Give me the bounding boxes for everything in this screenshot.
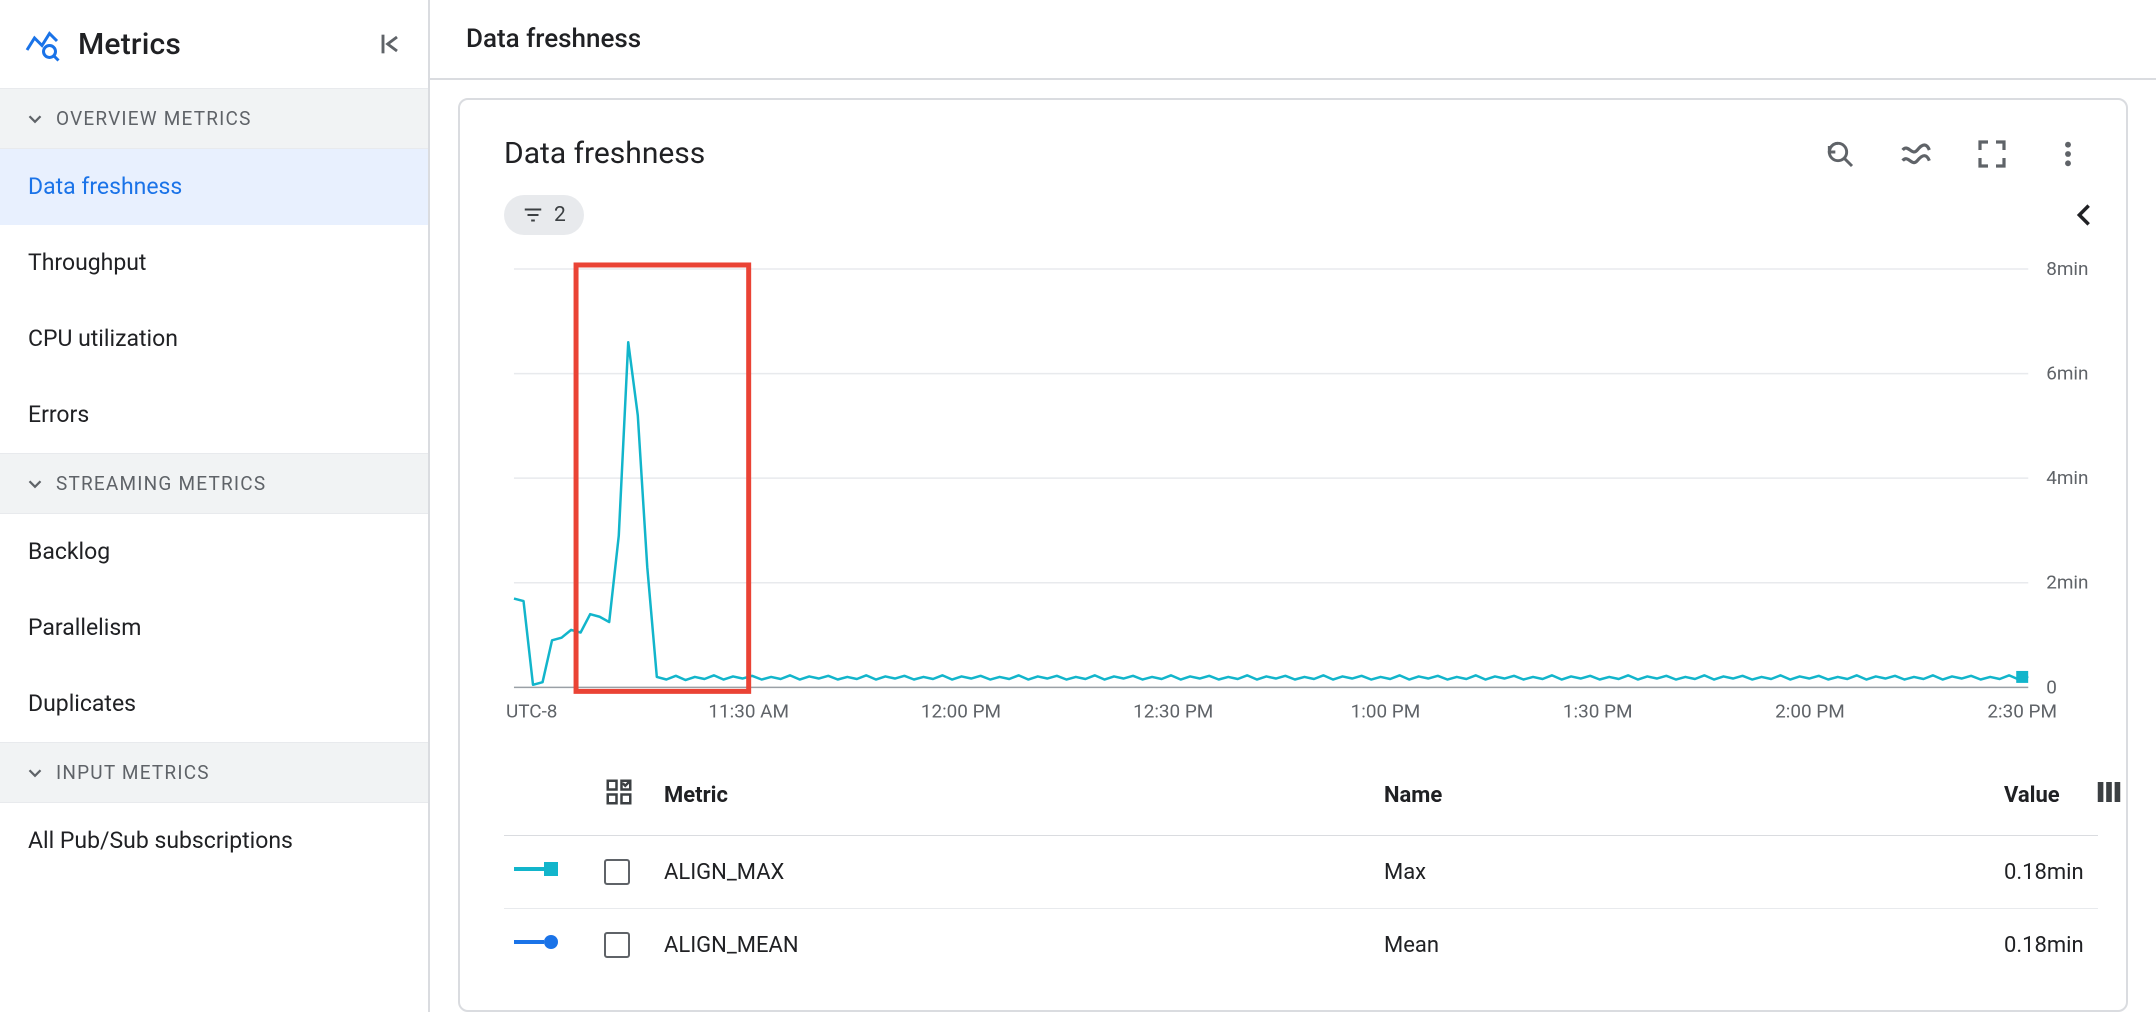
series-swatch: [514, 931, 604, 959]
section-label: INPUT METRICS: [56, 761, 210, 784]
legend-collapse-button[interactable]: [2070, 201, 2098, 229]
legend-row[interactable]: ALIGN_MEANMean0.18min: [504, 909, 2098, 981]
sidebar-item[interactable]: Backlog: [0, 514, 428, 590]
svg-text:2:30 PM: 2:30 PM: [1987, 699, 2057, 722]
chart[interactable]: 0 2min 4min 6min 8min 11:30 AM 12:00 PM 12:30 P…: [504, 259, 2098, 727]
reset-zoom-icon[interactable]: [1824, 138, 1856, 170]
svg-text:12:00 PM: 12:00 PM: [921, 699, 1001, 722]
section-header[interactable]: INPUT METRICS: [0, 742, 428, 803]
grid-view-icon[interactable]: [604, 777, 664, 813]
legend-table: Metric Name Value ALIGN_MAXMax0.18minALI…: [504, 755, 2098, 981]
more-icon[interactable]: [2052, 138, 2084, 170]
svg-text:8min: 8min: [2046, 259, 2088, 280]
svg-text:11:30 AM: 11:30 AM: [708, 699, 789, 722]
main: Data freshness Data freshness: [430, 0, 2156, 1012]
section-header[interactable]: STREAMING METRICS: [0, 453, 428, 514]
card-title: Data freshness: [504, 136, 1824, 171]
sidebar-title: Metrics: [78, 27, 358, 62]
legend-checkbox[interactable]: [604, 859, 630, 885]
legend-name: Max: [1384, 860, 2004, 885]
filter-row: 2: [504, 195, 2098, 235]
col-name: Name: [1384, 783, 2004, 808]
svg-text:12:30 PM: 12:30 PM: [1133, 699, 1213, 722]
sidebar-item[interactable]: All Pub/Sub subscriptions: [0, 803, 428, 879]
sidebar-item[interactable]: CPU utilization: [0, 301, 428, 377]
legend-checkbox[interactable]: [604, 932, 630, 958]
columns-config-icon[interactable]: [2060, 777, 2124, 813]
series-swatch: [514, 858, 604, 886]
sidebar: Metrics OVERVIEW METRICS Data freshnessTh…: [0, 0, 430, 1012]
svg-text:UTC-8: UTC-8: [506, 699, 557, 722]
svg-text:1:00 PM: 1:00 PM: [1351, 699, 1421, 722]
card-toolbar: [1824, 138, 2098, 170]
sidebar-item[interactable]: Parallelism: [0, 590, 428, 666]
collapse-sidebar-button[interactable]: [376, 30, 404, 58]
svg-text:4min: 4min: [2046, 466, 2088, 489]
legend-metric: ALIGN_MAX: [664, 860, 1384, 885]
page-title: Data freshness: [430, 0, 2156, 80]
svg-text:2min: 2min: [2046, 571, 2088, 594]
legend-metric: ALIGN_MEAN: [664, 933, 1384, 958]
metrics-logo-icon: [24, 26, 60, 62]
chart-type-icon[interactable]: [1900, 138, 1932, 170]
sidebar-header: Metrics: [0, 0, 428, 88]
legend-table-header: Metric Name Value: [504, 755, 2098, 836]
legend-row[interactable]: ALIGN_MAXMax0.18min: [504, 836, 2098, 909]
sidebar-item[interactable]: Duplicates: [0, 666, 428, 742]
chart-card: Data freshness: [458, 98, 2128, 1012]
svg-text:2:00 PM: 2:00 PM: [1775, 699, 1845, 722]
col-value: Value: [2004, 783, 2060, 808]
svg-text:6min: 6min: [2046, 362, 2088, 385]
card-header: Data freshness: [504, 136, 2098, 171]
legend-name: Mean: [1384, 933, 2004, 958]
svg-text:0: 0: [2046, 675, 2057, 698]
sidebar-item[interactable]: Data freshness: [0, 149, 428, 225]
legend-value: 0.18min: [2004, 933, 2084, 958]
sidebar-item[interactable]: Errors: [0, 377, 428, 453]
col-metric: Metric: [664, 783, 1384, 808]
filter-chip[interactable]: 2: [504, 195, 584, 235]
sidebar-item[interactable]: Throughput: [0, 225, 428, 301]
section-header[interactable]: OVERVIEW METRICS: [0, 88, 428, 149]
filter-chip-count: 2: [554, 203, 566, 227]
section-label: OVERVIEW METRICS: [56, 107, 252, 130]
legend-value: 0.18min: [2004, 860, 2084, 885]
svg-text:1:30 PM: 1:30 PM: [1563, 699, 1633, 722]
fullscreen-icon[interactable]: [1976, 138, 2008, 170]
section-label: STREAMING METRICS: [56, 472, 266, 495]
